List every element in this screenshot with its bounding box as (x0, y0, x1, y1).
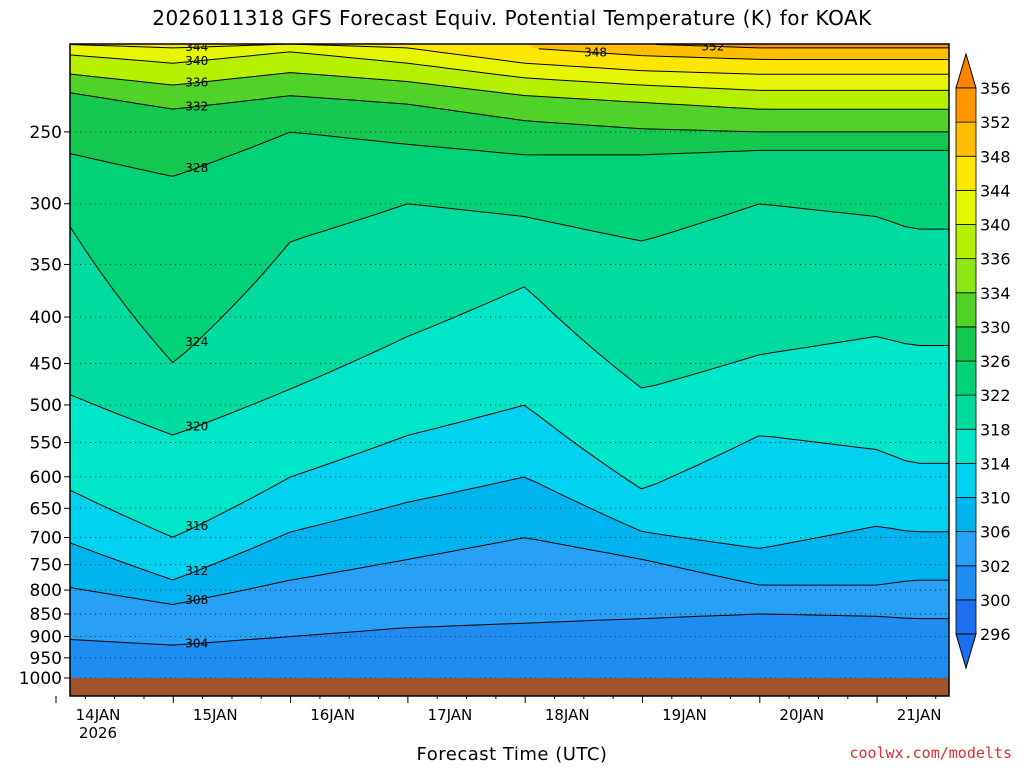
contour-312 (70, 476, 949, 581)
y-tick-label-700: 700 (30, 528, 62, 548)
x-tick-sublabel: 2026 (79, 724, 117, 742)
contour-label-328: 328 (185, 161, 208, 175)
x-tick-label-18JAN: 18JAN (545, 706, 590, 724)
y-tick-label-850: 850 (30, 605, 62, 625)
contour-label-316: 316 (185, 519, 208, 533)
colorbar-arrow-top (955, 52, 977, 89)
colorbar-label-314: 314 (980, 454, 1011, 473)
plot-frame (69, 43, 950, 697)
colorbar-swatch-326 (955, 326, 977, 362)
y-tick-label-900: 900 (30, 627, 62, 647)
contour-336 (70, 72, 949, 110)
y-tick-label-250: 250 (30, 123, 62, 143)
colorbar-label-352: 352 (980, 113, 1011, 132)
x-tick-label-19JAN: 19JAN (662, 706, 707, 724)
contour-label-304: 304 (185, 636, 208, 650)
colorbar-label-356: 356 (980, 79, 1011, 98)
contour-label-308: 308 (185, 593, 208, 607)
colorbar-swatch-314 (955, 428, 977, 464)
colorbar-label-306: 306 (980, 523, 1011, 542)
contour-324 (70, 203, 949, 364)
contour-344 (70, 44, 949, 75)
y-tick-label-950: 950 (30, 649, 62, 669)
colorbar-swatch-322 (955, 360, 977, 396)
colorbar-label-330: 330 (980, 318, 1011, 337)
contour-label-344: 344 (185, 40, 208, 54)
colorbar-label-318: 318 (980, 420, 1011, 439)
colorbar-swatch-330 (955, 292, 977, 328)
contour-352 (655, 44, 949, 49)
colorbar-swatch-348 (955, 121, 977, 157)
y-axis: 2503003504004505005506006507007508008509… (19, 123, 70, 689)
x-tick-label-17JAN: 17JAN (428, 706, 473, 724)
colorbar-label-302: 302 (980, 557, 1011, 576)
colorbar-label-344: 344 (980, 181, 1011, 200)
y-tick-label-300: 300 (30, 195, 62, 215)
y-tick-label-600: 600 (30, 468, 62, 488)
x-tick-label-20JAN: 20JAN (779, 706, 824, 724)
y-tick-label-750: 750 (30, 556, 62, 576)
colorbar-swatch-318 (955, 394, 977, 430)
plot-fill-layer (70, 44, 949, 696)
contour-label-312: 312 (185, 564, 208, 578)
colorbar-label-334: 334 (980, 284, 1011, 303)
y-tick-label-800: 800 (30, 581, 62, 601)
colorbar-swatch-344 (955, 155, 977, 191)
ground-band (70, 678, 949, 696)
contour-332 (70, 92, 949, 133)
colorbar-label-336: 336 (980, 250, 1011, 269)
contour-304 (70, 613, 949, 646)
colorbar-swatch-336 (955, 224, 977, 260)
y-tick-label-650: 650 (30, 499, 62, 519)
colorbar-swatch-340 (955, 189, 977, 225)
y-tick-label-350: 350 (30, 255, 62, 275)
contour-label-336: 336 (185, 76, 208, 90)
colorbar-swatch-300 (955, 565, 977, 601)
x-tick-label-14JAN: 14JAN (76, 706, 121, 724)
x-tick-label-21JAN: 21JAN (897, 706, 942, 724)
y-tick-label-1000: 1000 (19, 669, 62, 689)
colorbar-label-340: 340 (980, 216, 1011, 235)
colorbar-arrow-bottom (955, 633, 977, 670)
x-axis: 14JAN 15JAN 16JAN 17JAN 18JAN 19JAN 20JAN 21JAN… (55, 696, 942, 742)
colorbar-swatch-306 (955, 497, 977, 533)
x-axis-label: Forecast Time (UTC) (416, 744, 608, 765)
colorbar-swatch-296 (955, 599, 977, 635)
contour-340 (70, 51, 949, 91)
x-tick-label-15JAN: 15JAN (193, 706, 238, 724)
colorbar-swatch-302 (955, 531, 977, 567)
colorbar-label-348: 348 (980, 147, 1011, 166)
contour-label-320: 320 (185, 419, 208, 433)
colorbar-label-322: 322 (980, 386, 1011, 405)
colorbar-label-326: 326 (980, 352, 1011, 371)
contour-316 (70, 404, 949, 538)
colorbar: 296 300 302 306 310 314 318 322 326 330 334 336 340 3… (955, 52, 1011, 670)
x-tick-label-16JAN: 16JAN (310, 706, 355, 724)
y-tick-label-400: 400 (30, 308, 62, 328)
contour-328 (70, 131, 949, 177)
colorbar-label-296: 296 (980, 625, 1011, 644)
colorbar-swatch-310 (955, 462, 977, 498)
colorbar-label-310: 310 (980, 489, 1011, 508)
credit-link[interactable]: coolwx.com/modelts (849, 744, 1012, 762)
colorbar-swatch-334 (955, 258, 977, 294)
contour-320 (70, 286, 949, 436)
contour-label-324: 324 (185, 335, 208, 349)
chart-title: 2026011318 GFS Forecast Equiv. Potential… (152, 6, 872, 30)
y-tick-label-500: 500 (30, 396, 62, 416)
contour-label-352: 352 (701, 39, 724, 53)
contour-label-340: 340 (185, 54, 208, 68)
contour-label-348: 348 (584, 46, 607, 60)
contour-308 (70, 537, 949, 606)
contour-348 (538, 48, 949, 60)
contour-label-332: 332 (185, 100, 208, 114)
y-tick-label-550: 550 (30, 433, 62, 453)
colorbar-label-300: 300 (980, 591, 1011, 610)
band-above-352 (642, 44, 949, 48)
colorbar-swatch-352 (955, 87, 977, 123)
y-tick-label-450: 450 (30, 354, 62, 374)
